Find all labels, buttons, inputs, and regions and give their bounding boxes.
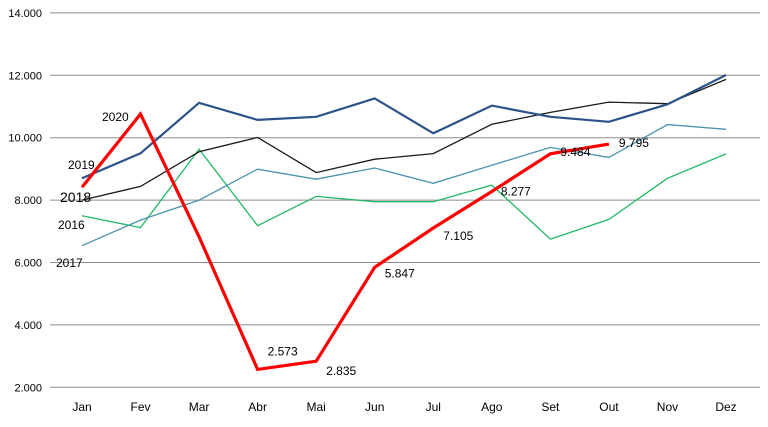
x-tick-label: Mai: [307, 400, 326, 414]
series-line-2017: [81, 123, 727, 247]
x-tick-label: Out: [599, 400, 619, 414]
y-axis-ticks: 2.000 4.000 6.000 8.000 10.000 12.000 14.000: [8, 8, 42, 394]
y-tick-label: 12.000: [8, 70, 42, 82]
data-label: 9.484: [560, 145, 590, 159]
y-tick-label: 6.000: [14, 258, 42, 270]
series-label-2018: 2018: [60, 189, 91, 205]
data-label: 7.105: [443, 229, 473, 243]
series-line-2020: [80, 111, 610, 372]
y-tick-label: 4.000: [14, 320, 42, 332]
y-tick-label: 2.000: [14, 382, 42, 394]
x-tick-label: Dez: [715, 400, 736, 414]
data-label: 5.847: [385, 266, 415, 280]
series-label-2020: 2020: [102, 110, 129, 124]
series-line-2018: [81, 78, 727, 201]
x-axis-ticks: Jan Fev Mar Abr Mai Jun Jul Ago Set Out Nov Dez: [72, 400, 736, 414]
x-tick-label: Ago: [481, 400, 503, 414]
data-label: 9.795: [619, 136, 649, 150]
x-tick-label: Mar: [189, 400, 210, 414]
x-tick-label: Set: [541, 400, 560, 414]
labels: 2016 2017 2018 2019 2020 2.573 2.835 5.847 7.105…: [56, 110, 649, 378]
x-tick-label: Fev: [131, 400, 151, 414]
y-tick-label: 10.000: [8, 133, 42, 145]
series-line-2016: [81, 148, 727, 240]
series-label-2017: 2017: [56, 256, 83, 270]
y-tick-label: 8.000: [14, 195, 42, 207]
x-tick-label: Abr: [248, 400, 267, 414]
data-label: 8.277: [501, 184, 531, 198]
x-tick-label: Nov: [657, 400, 678, 414]
y-tick-label: 14.000: [8, 8, 42, 20]
data-label: 2.835: [326, 364, 356, 378]
x-tick-label: Jun: [365, 400, 384, 414]
series-line-2019: [81, 74, 727, 180]
x-tick-label: Jul: [426, 400, 441, 414]
series-lines: [80, 74, 727, 372]
gridlines: [50, 12, 760, 388]
series-label-2019: 2019: [68, 158, 95, 172]
data-label: 2.573: [268, 344, 298, 358]
series-label-2016: 2016: [58, 218, 85, 232]
x-tick-label: Jan: [72, 400, 91, 414]
